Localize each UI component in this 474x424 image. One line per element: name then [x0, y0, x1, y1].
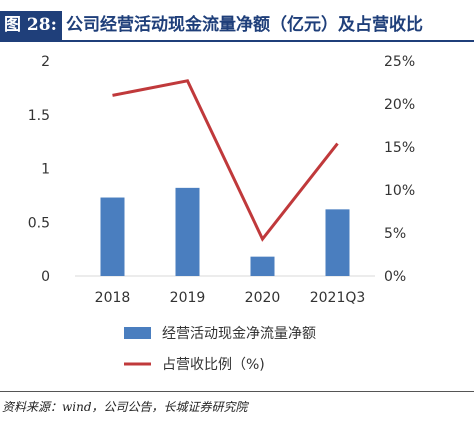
y-left-tick-label: 0	[41, 269, 50, 285]
y-left-tick-label: 2	[41, 54, 50, 70]
title-rule	[0, 40, 474, 42]
bar-mark	[325, 209, 350, 276]
y-right-tick-label: 20%	[384, 97, 415, 113]
x-tick-label: 2019	[170, 290, 206, 306]
y-right-tick-label: 15%	[384, 140, 415, 156]
y-right-tick-label: 10%	[384, 183, 415, 199]
bar-mark	[100, 197, 125, 276]
y-right-tick-label: 25%	[384, 54, 415, 70]
combo-chart: 00.511.520%5%10%15%20%25%2018 2019 2020 202…	[28, 54, 415, 373]
x-tick-label: 2018	[95, 290, 131, 306]
legend-bar-swatch	[124, 327, 151, 339]
x-tick-label: 2020	[245, 290, 281, 306]
bar-mark	[175, 187, 200, 276]
y-right-tick-label: 0%	[384, 269, 406, 285]
y-left-tick-label: 1	[41, 162, 50, 178]
y-right-tick-label: 5%	[384, 226, 406, 242]
legend-bar-label: 经营活动现金净流量净额	[162, 326, 316, 342]
line-series	[112, 79, 339, 242]
legend-line-label: 占营收比例（%)	[162, 357, 265, 373]
figure-title-bar: 图 28: 公司经营活动现金流量净额（亿元）及占营收比	[0, 11, 474, 40]
figure-label: 图 28:	[0, 11, 62, 40]
source-rule	[0, 391, 474, 392]
y-left-tick-label: 1.5	[28, 108, 50, 124]
bar-mark	[250, 256, 275, 276]
source-note: 资料来源：wind，公司公告，长城证券研究院	[2, 400, 248, 414]
y-left-tick-label: 0.5	[28, 215, 50, 231]
figure-title: 公司经营活动现金流量净额（亿元）及占营收比	[66, 15, 423, 35]
x-tick-label: 2021Q3	[310, 290, 366, 306]
